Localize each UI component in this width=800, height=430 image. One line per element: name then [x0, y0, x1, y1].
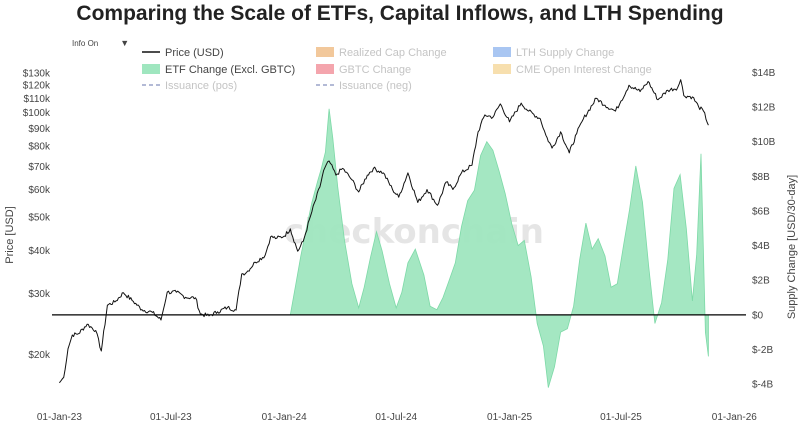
y-axis-right-title: Supply Change [USD/30-day]: [786, 175, 798, 319]
x-tick-label: 01-Jan-23: [37, 412, 82, 423]
legend-label: Issuance (neg): [339, 80, 412, 92]
y-left-tick-label: $110k: [23, 94, 51, 105]
x-tick-label: 01-Jan-25: [487, 412, 532, 423]
y-right-tick-label: $14B: [752, 68, 776, 79]
y-left-tick-label: $50k: [28, 212, 51, 223]
y-right-tick-label: $4B: [752, 241, 770, 252]
y-right-tick-label: $0: [752, 310, 764, 321]
legend-label: GBTC Change: [339, 64, 411, 76]
x-tick-label: 01-Jul-25: [600, 412, 642, 423]
y-left-tick-label: $90k: [28, 124, 51, 135]
legend-label: Price (USD): [165, 47, 224, 59]
y-right-tick-label: $10B: [752, 137, 776, 148]
y-right-tick-label: $-2B: [752, 345, 773, 356]
legend-label: Realized Cap Change: [339, 47, 447, 59]
y-right-tick-label: $8B: [752, 172, 770, 183]
y-right-tick-label: $2B: [752, 276, 770, 287]
info-toggle-dropdown[interactable]: Info On ▼: [72, 38, 129, 48]
y-left-tick-label: $70k: [28, 162, 51, 173]
legend-swatch-box: [316, 64, 334, 74]
legend-swatch-box: [142, 64, 160, 74]
x-tick-label: 01-Jul-23: [150, 412, 192, 423]
y-left-tick-label: $130k: [23, 69, 51, 80]
legend-label: CME Open Interest Change: [516, 64, 652, 76]
y-left-tick-label: $120k: [23, 81, 51, 92]
price-line: [59, 79, 709, 384]
y-left-tick-label: $80k: [28, 142, 51, 153]
x-tick-label: 01-Jan-26: [712, 412, 757, 423]
etf-change-area: [289, 108, 709, 388]
legend-swatch-box: [493, 64, 511, 74]
legend-label: LTH Supply Change: [516, 47, 614, 59]
y-right-tick-label: $-4B: [752, 380, 773, 391]
y-left-tick-label: $40k: [28, 246, 51, 257]
legend-swatch-box: [316, 47, 334, 57]
chart-title: Comparing the Scale of ETFs, Capital Inf…: [76, 2, 724, 25]
y-axis-left-title: Price [USD]: [4, 206, 16, 263]
y-left-tick-label: $100k: [23, 108, 51, 119]
chevron-down-icon: ▼: [120, 38, 130, 48]
y-left-tick-label: $60k: [28, 185, 51, 196]
y-right-tick-label: $6B: [752, 206, 770, 217]
info-toggle-label: Info On: [72, 39, 99, 48]
y-right-tick-label: $12B: [752, 103, 776, 114]
legend-label: ETF Change (Excl. GBTC): [165, 64, 295, 76]
legend-swatch-box: [493, 47, 511, 57]
y-left-tick-label: $30k: [28, 289, 51, 300]
legend-label: Issuance (pos): [165, 80, 237, 92]
y-left-tick-label: $20k: [28, 350, 51, 361]
x-tick-label: 01-Jan-24: [262, 412, 307, 423]
x-tick-label: 01-Jul-24: [375, 412, 417, 423]
